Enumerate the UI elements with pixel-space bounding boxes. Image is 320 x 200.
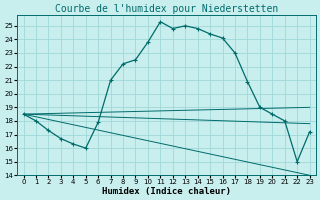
X-axis label: Humidex (Indice chaleur): Humidex (Indice chaleur) [102,187,231,196]
Title: Courbe de l'humidex pour Niederstetten: Courbe de l'humidex pour Niederstetten [55,4,278,14]
